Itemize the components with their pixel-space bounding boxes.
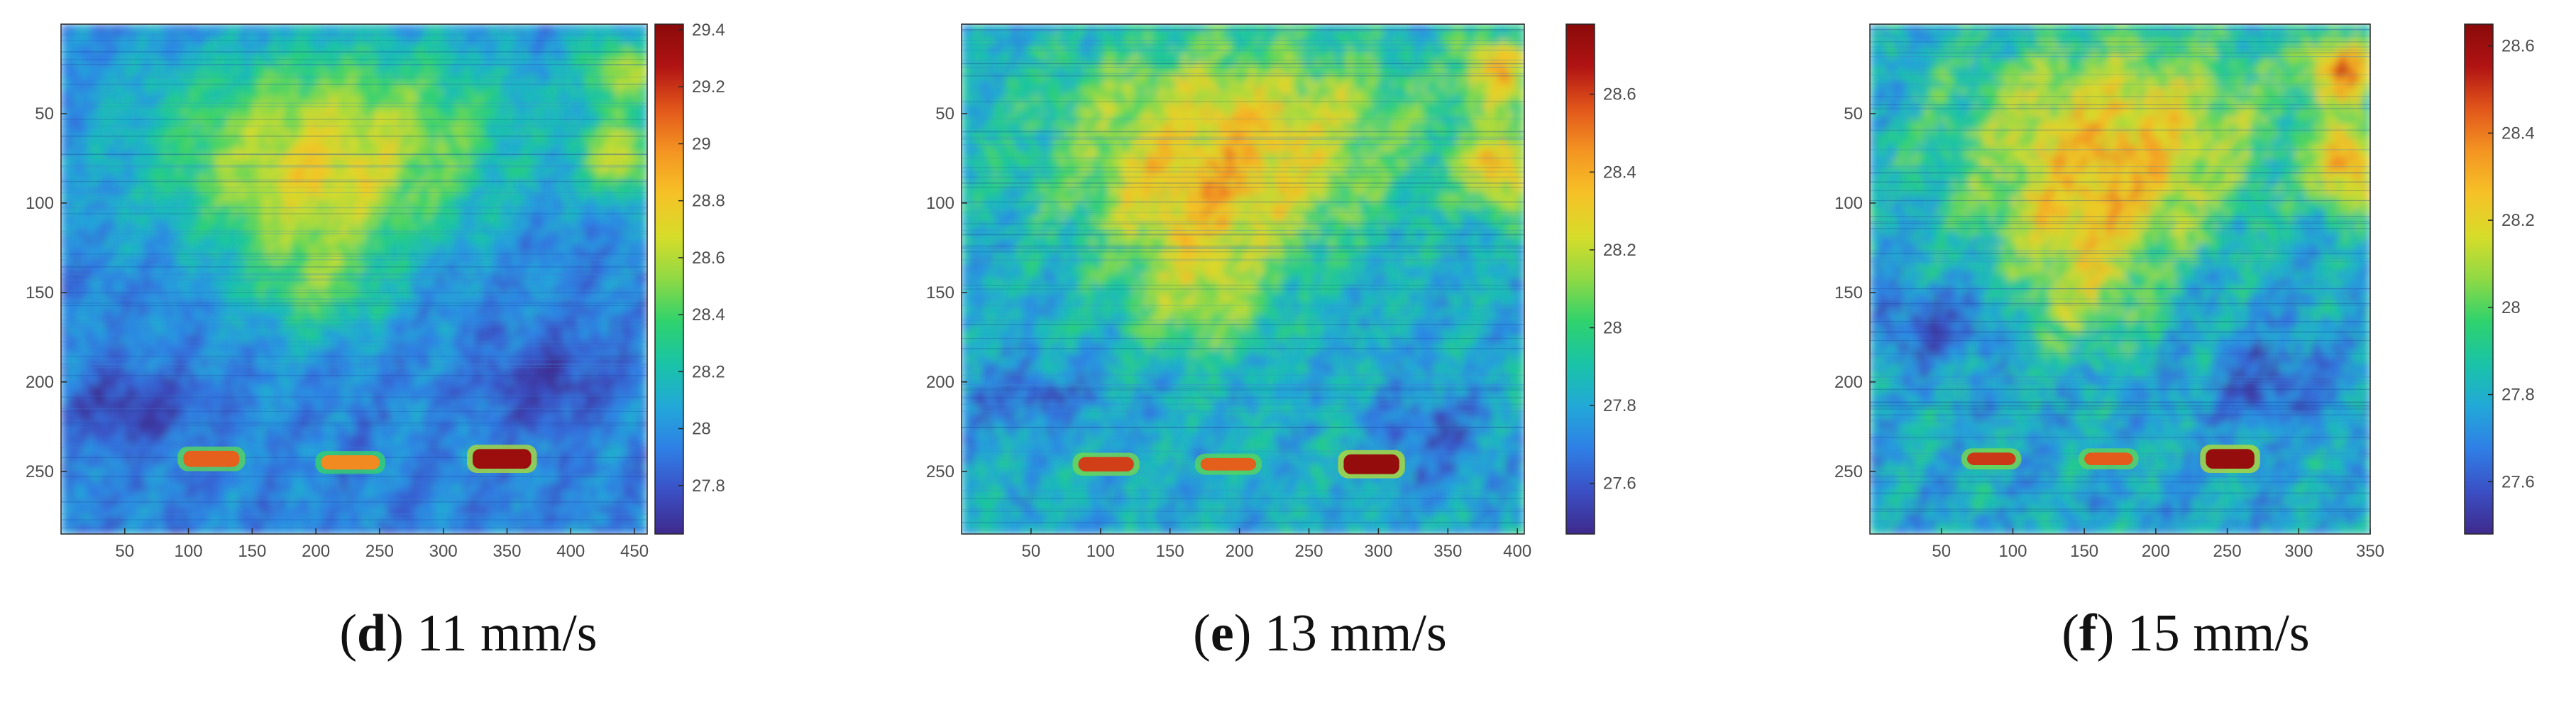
- x-tick-label: 350: [492, 542, 521, 561]
- caption-letter: f: [2079, 604, 2097, 663]
- colorbar-tick-label: 28.4: [692, 305, 725, 325]
- x-tick-label: 100: [1086, 542, 1115, 561]
- caption-letter: e: [1211, 604, 1234, 663]
- heatmap-field: [61, 24, 647, 534]
- x-tick-label: 350: [1433, 542, 1462, 561]
- caption-text: 15 mm/s: [2128, 604, 2310, 663]
- y-tick-label: 200: [1834, 373, 1863, 392]
- hot-spot: [2206, 449, 2255, 469]
- y-tick-label: 150: [926, 283, 954, 303]
- colorbar-tick-label: 27.6: [2501, 472, 2535, 491]
- caption-d: (d) 11 mm/s: [114, 604, 823, 667]
- caption-text: 13 mm/s: [1265, 604, 1447, 663]
- x-tick-label: 300: [1364, 542, 1392, 561]
- colorbar: [654, 23, 684, 535]
- colorbar-tick-label: 29: [692, 134, 711, 153]
- x-tick-label: 300: [429, 542, 458, 561]
- heatmap-chart-d: 50 100 150 200 250 300 350 400 450 50 100 150 200 250…: [26, 21, 725, 561]
- heatmap-chart-e: 50 100 150 200 250 300 350 400 50 100 150 200 250 27.…: [926, 23, 1636, 561]
- x-tick-label: 250: [2213, 542, 2242, 561]
- y-tick-label: 250: [926, 462, 954, 481]
- y-tick-label: 50: [35, 104, 54, 124]
- x-tick-label: 300: [2284, 542, 2313, 561]
- heatmap-panel-e: 50 100 150 200 250 300 350 400 50 100 150 200 250 27.…: [859, 0, 1717, 703]
- plot-frame: [60, 23, 648, 535]
- hot-spot: [1078, 457, 1134, 472]
- plot-frame: [961, 23, 1525, 535]
- y-tick-label: 200: [926, 373, 954, 392]
- hot-spot: [183, 450, 240, 467]
- colorbar-tick-label: 28: [1603, 319, 1622, 338]
- colorbar-tick-label: 28.4: [1603, 163, 1636, 182]
- y-tick-label: 100: [26, 194, 54, 213]
- colorbar-tick-label: 28.6: [1603, 85, 1636, 104]
- heatmap-panel-f: 50 100 150 200 250 300 350 50 100 150 200 250 27.6 27…: [1717, 0, 2576, 703]
- y-tick-label: 250: [26, 462, 54, 481]
- x-tick-label: 100: [1998, 542, 2027, 561]
- colorbar-tick-label: 28: [692, 420, 711, 439]
- x-tick-label: 200: [2142, 542, 2170, 561]
- hot-spot: [1343, 454, 1399, 474]
- x-tick-label: 450: [620, 542, 649, 561]
- heatmap-field: [1870, 24, 2370, 534]
- colorbar-tick-label: 27.6: [1603, 474, 1636, 494]
- heatmap-field: [962, 24, 1524, 534]
- colorbar-tick-label: 27.8: [1603, 396, 1636, 415]
- x-tick-label: 50: [1932, 542, 1951, 561]
- caption-f: (f) 15 mm/s: [1831, 604, 2541, 667]
- plot-frame: [1869, 23, 2371, 535]
- x-tick-label: 50: [115, 542, 134, 561]
- colorbar: [1565, 23, 1595, 535]
- y-tick-label: 50: [935, 104, 954, 124]
- caption-text: 11 mm/s: [417, 604, 597, 663]
- y-tick-label: 100: [926, 194, 954, 213]
- x-tick-label: 150: [238, 542, 266, 561]
- heatmap-panel-d: 50 100 150 200 250 300 350 400 450 50 100 150 200 250…: [0, 0, 859, 703]
- colorbar-tick-label: 27.8: [692, 476, 725, 496]
- heatmap-chart-f: 50 100 150 200 250 300 350 50 100 150 200 250 27.6 27…: [1834, 23, 2535, 561]
- x-tick-label: 250: [365, 542, 394, 561]
- y-tick-label: 200: [26, 373, 54, 392]
- hot-spot: [472, 449, 532, 469]
- x-tick-label: 150: [1156, 542, 1184, 561]
- y-tick-label: 150: [26, 283, 54, 303]
- colorbar-tick-label: 28.2: [1603, 241, 1636, 260]
- caption-e: (e) 13 mm/s: [965, 604, 1675, 667]
- y-tick-label: 250: [1834, 462, 1863, 481]
- caption-letter: d: [357, 604, 386, 663]
- colorbar-tick-label: 28.4: [2501, 124, 2535, 143]
- colorbar-tick-label: 29.4: [692, 21, 725, 40]
- x-tick-label: 100: [175, 542, 203, 561]
- x-tick-label: 350: [2356, 542, 2384, 561]
- colorbar-tick-label: 28.2: [692, 362, 725, 381]
- hot-spot: [321, 455, 380, 470]
- hot-spot: [2084, 452, 2133, 466]
- y-tick-label: 50: [1844, 104, 1863, 124]
- x-tick-label: 400: [1503, 542, 1531, 561]
- colorbar-tick-label: 27.8: [2501, 386, 2535, 405]
- x-tick-label: 400: [556, 542, 585, 561]
- colorbar-tick-label: 29.2: [692, 77, 725, 97]
- x-tick-label: 200: [1226, 542, 1254, 561]
- hot-spot: [1966, 452, 2016, 466]
- colorbar: [2464, 23, 2494, 535]
- hot-spot: [1200, 457, 1257, 471]
- x-tick-label: 200: [302, 542, 330, 561]
- y-tick-label: 100: [1834, 194, 1863, 213]
- colorbar-tick-label: 28.6: [692, 249, 725, 268]
- x-tick-label: 250: [1294, 542, 1323, 561]
- colorbar-tick-label: 28.8: [692, 192, 725, 211]
- y-tick-label: 150: [1834, 283, 1863, 303]
- x-tick-label: 150: [2070, 542, 2098, 561]
- colorbar-tick-label: 28: [2501, 298, 2521, 317]
- colorbar-tick-label: 28.2: [2501, 211, 2535, 230]
- colorbar-tick-label: 28.6: [2501, 37, 2535, 56]
- x-tick-label: 50: [1022, 542, 1041, 561]
